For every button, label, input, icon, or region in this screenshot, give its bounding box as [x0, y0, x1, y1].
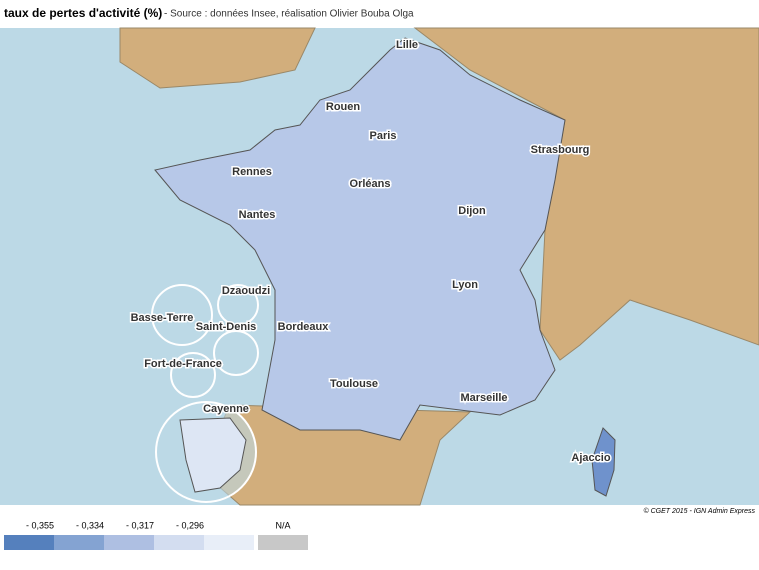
land-uk	[119, 27, 316, 89]
land-east	[413, 27, 759, 361]
legend: - 0,355 - 0,334 - 0,317 - 0,296 N/A	[4, 520, 308, 550]
city-label: Toulouse	[330, 378, 378, 390]
city-label: Marseille	[460, 392, 507, 404]
legend-label: - 0,334	[76, 520, 104, 530]
legend-swatch	[4, 535, 54, 550]
city-label: Basse-Terre	[131, 312, 194, 324]
legend-swatch	[104, 535, 154, 550]
legend-swatch	[154, 535, 204, 550]
france	[154, 37, 566, 441]
city-label: Bordeaux	[278, 321, 330, 333]
city-label: Rouen	[326, 101, 361, 113]
city-label: Dzaoudzi	[222, 285, 270, 297]
city-label: Cayenne	[203, 403, 249, 415]
inset-guadeloupe	[151, 284, 213, 346]
corsica	[591, 427, 616, 497]
city-label: Strasbourg	[531, 144, 590, 156]
city-label: Paris	[370, 130, 397, 142]
city-label: Saint-Denis	[196, 321, 257, 333]
legend-label: N/A	[275, 520, 290, 530]
legend-label: - 0,355	[26, 520, 54, 530]
city-label: Ajaccio	[571, 452, 610, 464]
inset-mayotte	[217, 284, 259, 326]
city-label: Orléans	[350, 178, 391, 190]
city-label: Lyon	[452, 279, 478, 291]
source: - Source : données Insee, réalisation Ol…	[164, 9, 414, 20]
title: taux de pertes d'activité (%)	[4, 6, 162, 20]
city-label: Rennes	[232, 166, 272, 178]
inset-reunion	[213, 330, 259, 376]
city-label: Nantes	[239, 209, 276, 221]
city-label: Fort-de-France	[144, 358, 222, 370]
legend-label: - 0,296	[176, 520, 204, 530]
city-labels: Lille Rouen Paris Strasbourg Rennes Orléans Na…	[129, 37, 612, 465]
legend-label: - 0,317	[126, 520, 154, 530]
guyane	[179, 417, 247, 493]
credit: © CGET 2015 - IGN Admin Express	[644, 507, 756, 515]
inset-martinique	[170, 352, 216, 398]
legend-swatch	[258, 535, 308, 550]
city-label: Dijon	[458, 205, 486, 217]
legend-swatch	[204, 535, 254, 550]
city-label: Lille	[396, 39, 418, 51]
legend-swatch	[54, 535, 104, 550]
